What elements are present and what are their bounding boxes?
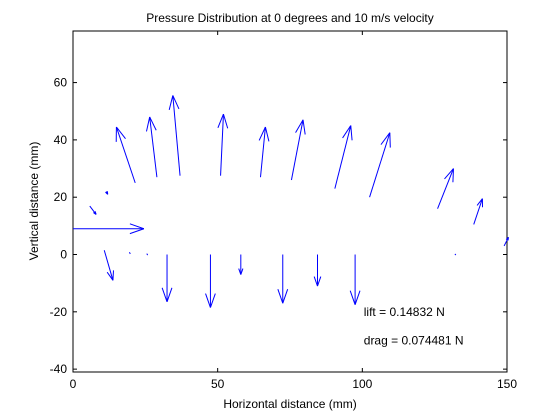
pressure-arrow [258, 126, 270, 178]
pressure-arrow [369, 132, 391, 198]
pressure-arrow [473, 198, 484, 225]
pressure-arrow [454, 253, 457, 256]
x-tick-label: 50 [211, 377, 225, 391]
arrows-layer [73, 95, 509, 308]
pressure-arrow [103, 250, 114, 281]
pressure-arrow [145, 116, 158, 178]
pressure-arrow [205, 254, 216, 308]
y-tick-label: -20 [50, 305, 68, 319]
drag-annotation: drag = 0.074481 N [364, 333, 464, 347]
y-tick-label: 0 [60, 248, 67, 262]
pressure-arrow [238, 254, 244, 275]
y-tick-label: 60 [54, 76, 68, 90]
x-tick-label: 150 [497, 377, 517, 391]
pressure-arrow [168, 95, 181, 176]
y-tick-label: 20 [54, 190, 68, 204]
y-axis-label: Vertical distance (mm) [27, 142, 41, 261]
pressure-arrow [105, 191, 109, 195]
pressure-arrow [503, 236, 509, 247]
pressure-arrow [313, 254, 322, 287]
pressure-arrow [217, 113, 229, 176]
pressure-arrow [73, 223, 145, 235]
pressure-arrow [161, 254, 173, 302]
lift-annotation: lift = 0.14832 N [364, 305, 445, 319]
y-tick-label: 40 [54, 133, 68, 147]
pressure-arrow [277, 254, 289, 304]
pressure-arrow [349, 254, 361, 305]
annotations-layer: lift = 0.14832 N drag = 0.074481 N [364, 305, 464, 348]
plot-area [72, 30, 508, 373]
pressure-arrow [115, 126, 136, 184]
pressure-arrow [290, 119, 306, 181]
ticks-layer: 0 50 100 150 -40 -20 0 20 40 60 [50, 31, 517, 391]
pressure-arrow [334, 125, 353, 189]
pressure-arrow [89, 205, 97, 215]
pressure-arrow [437, 168, 454, 209]
pressure-arrow [128, 251, 131, 255]
pressure-arrow [146, 253, 149, 256]
x-tick-label: 100 [352, 377, 372, 391]
x-tick-label: 0 [70, 377, 77, 391]
x-axis-label: Horizontal distance (mm) [223, 397, 356, 411]
y-tick-label: -40 [50, 362, 68, 376]
chart-title: Pressure Distribution at 0 degrees and 1… [146, 11, 433, 25]
